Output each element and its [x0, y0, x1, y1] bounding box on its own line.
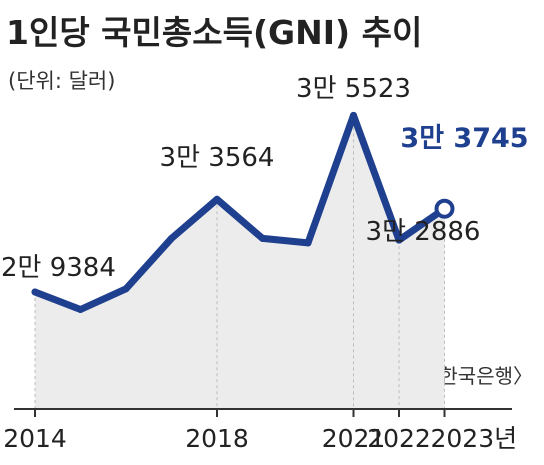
- data-point-2022: [395, 236, 403, 244]
- data-label-2023: 3만 3745: [400, 123, 528, 154]
- x-tick-label-2023: 2023년: [431, 424, 518, 453]
- x-tick-label-2022: 2022: [367, 424, 431, 453]
- data-point-2019: [259, 234, 266, 242]
- data-label-2014: 2만 9384: [1, 253, 116, 283]
- chart-title: 1인당 국민총소득(GNI) 추이: [6, 13, 422, 52]
- x-tick-label-2014: 2014: [3, 424, 67, 453]
- data-label-2022: 3만 2886: [366, 217, 481, 247]
- data-point-2021: [350, 111, 357, 119]
- data-point-2017: [168, 234, 175, 242]
- data-point-2015: [77, 306, 84, 313]
- x-tick-label-2018: 2018: [185, 424, 249, 453]
- area-fill: [35, 115, 445, 410]
- series-line: [31, 111, 448, 313]
- data-point-2020: [304, 239, 312, 247]
- data-label-2021: 3만 5523: [296, 74, 411, 104]
- unit-label: (단위: 달러): [8, 69, 115, 93]
- data-point-2016: [122, 285, 130, 293]
- data-point-2014: [31, 288, 39, 296]
- x-tick-label-2021: 2021: [322, 424, 386, 453]
- data-point-2023: [434, 198, 455, 219]
- data-label-2018: 3만 3564: [160, 143, 275, 173]
- data-point-2018: [213, 195, 221, 203]
